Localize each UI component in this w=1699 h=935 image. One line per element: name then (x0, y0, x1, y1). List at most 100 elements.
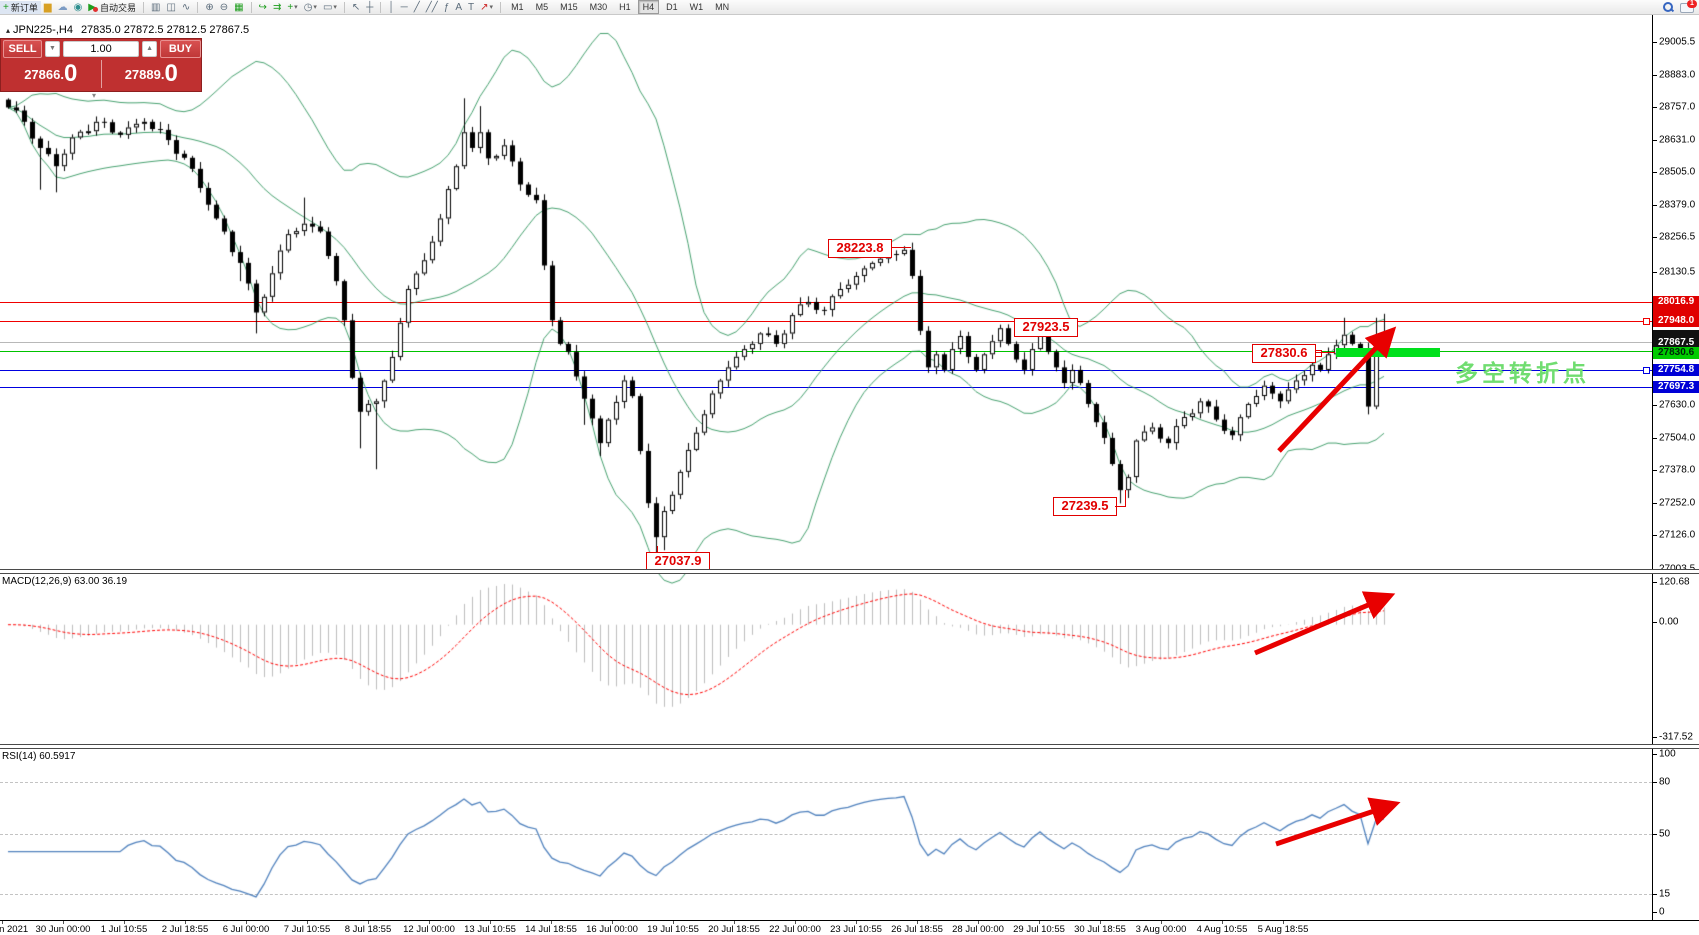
rsi-tick-mark (1653, 834, 1657, 835)
toolbar-separator (197, 1, 199, 13)
time-tick-label: 26 Jul 18:55 (891, 924, 943, 935)
signals-button[interactable]: ◉ (71, 1, 86, 14)
time-tick-mark (246, 921, 247, 924)
buy-price[interactable]: 27889.0 (124, 60, 178, 87)
vertical-line-button[interactable]: │ (385, 1, 397, 14)
periods-button[interactable]: ◷ ▾ (301, 1, 320, 14)
clock-icon: ◷ (303, 1, 313, 13)
horizontal-line-button[interactable]: ─ (398, 1, 411, 14)
time-tick-mark (1222, 921, 1223, 924)
chart-shift-button[interactable]: ⇉ (270, 1, 284, 14)
time-tick-mark (2, 921, 3, 924)
market-watch-button[interactable]: ▆ (41, 1, 55, 14)
new-order-button[interactable]: + 新订单 (0, 0, 41, 14)
main-toolbar: + 新订单 ▆ ☁ ◉ ▶ 自动交易 ▥ ◫ ∿ ⊕ ⊖ ▦ ↪ ⇉ + ▾ ◷ ▾ ▭ ▾ ↖ ┼ │ ─ ╱ ╱╱ ƒ A T ↗ ▾ M… (0, 0, 1699, 15)
buy-button[interactable]: BUY (159, 40, 202, 58)
notifications-icon[interactable]: 1 (1680, 0, 1697, 13)
sell-button[interactable]: SELL (3, 40, 43, 58)
price-tick-mark (1653, 405, 1657, 406)
price-tick-mark (1653, 535, 1657, 536)
channel-button[interactable]: ╱╱ (423, 1, 441, 14)
search-icon[interactable] (1662, 1, 1675, 13)
symbol-period: JPN225-,H4 (13, 24, 73, 36)
timeframe-button-m5[interactable]: M5 (535, 2, 549, 12)
macd-tick-label: 0.00 (1659, 616, 1679, 628)
text-button[interactable]: A (452, 1, 465, 14)
timeframe-button-m15[interactable]: M15 (560, 2, 578, 12)
fibonacci-button[interactable]: ƒ (441, 1, 453, 14)
crosshair-button[interactable]: ┼ (363, 1, 376, 14)
timeframe-button-m30[interactable]: M30 (589, 2, 608, 12)
price-chart-canvas[interactable] (0, 14, 1652, 920)
time-tick-mark (490, 921, 491, 924)
timeframe-button-m1[interactable]: M1 (511, 2, 524, 12)
price-tick-label: 28883.0 (1659, 69, 1696, 81)
swing-high-label[interactable]: 28223.8 (828, 239, 892, 258)
time-tick-label: 23 Jul 10:55 (830, 924, 882, 935)
volume-decrease-button[interactable]: ▼ (45, 41, 60, 57)
swing-low-label-1[interactable]: 27037.9 (646, 552, 710, 571)
auto-scroll-button[interactable]: ↪ (256, 1, 270, 14)
chevron-down-icon: ▾ (294, 4, 298, 11)
pivot-price-label[interactable]: 27830.6 (1252, 344, 1316, 363)
time-tick-mark (856, 921, 857, 924)
autotrading-status-dot (93, 7, 98, 12)
arrows-button[interactable]: ↗ ▾ (477, 1, 496, 14)
navigator-button[interactable]: ☁ (55, 1, 71, 14)
price-tick-mark (1653, 438, 1657, 439)
price-tick-label: 27126.0 (1659, 529, 1696, 541)
price-tick-mark (1653, 470, 1657, 471)
panel-separator-rsi[interactable] (0, 744, 1699, 749)
swing-low-label-2[interactable]: 27239.5 (1053, 497, 1117, 516)
time-tick-mark (551, 921, 552, 924)
play-icon: ▶ (88, 1, 96, 13)
time-axis[interactable]: 28 Jun 2021 30 Jun 00:00 1 Jul 10:55 2 Jul … (0, 920, 1699, 935)
A-icon: A (455, 1, 463, 13)
volume-input[interactable]: 1.00 (62, 41, 140, 57)
candlestick-chart-button[interactable]: ◫ (163, 1, 178, 14)
panel-collapse-arrow[interactable]: ▾ (92, 91, 97, 100)
line-chart-button[interactable]: ∿ (179, 1, 193, 14)
price-tick-mark (1653, 205, 1657, 206)
timeframe-button-w1[interactable]: W1 (689, 2, 704, 12)
sell-price[interactable]: 27866.0 (24, 60, 78, 87)
price-axis[interactable]: 29005.5 28883.0 28757.0 28631.0 28505.0 28379… (1652, 14, 1699, 920)
rsi-tick-mark (1653, 912, 1657, 913)
toolbar-separator (143, 1, 145, 13)
timeframe-button-h1[interactable]: H1 (619, 2, 631, 12)
cloud-icon: ☁ (57, 1, 68, 13)
time-tick-label: 12 Jul 00:00 (403, 924, 455, 935)
notification-badge: 1 (1687, 0, 1697, 8)
resistance-badge-1: 28016.9 (1653, 296, 1699, 308)
pivot-highlight-bar[interactable] (1336, 348, 1440, 357)
toolbar-buttons: + 新订单 ▆ ☁ ◉ ▶ 自动交易 ▥ ◫ ∿ ⊕ ⊖ ▦ ↪ ⇉ + ▾ ◷ ▾ ▭ ▾ ↖ ┼ │ ─ ╱ ╱╱ ƒ A T ↗ ▾ (0, 0, 505, 14)
hline-icon: ─ (400, 1, 408, 13)
panel-separator-macd[interactable] (0, 569, 1699, 574)
tile-windows-button[interactable]: ▦ (231, 1, 246, 14)
zoom-in-button[interactable]: ⊕ (202, 1, 216, 14)
rsi-label: RSI(14) 60.5917 (2, 751, 76, 762)
toolbar-right: 1 (1662, 0, 1697, 14)
timeframe-button-d1[interactable]: D1 (666, 2, 678, 12)
minor-high-label[interactable]: 27923.5 (1014, 318, 1078, 337)
volume-increase-button[interactable]: ▲ (142, 41, 157, 57)
time-tick-label: 28 Jun 2021 (0, 924, 29, 935)
rsi-tick-label: 100 (1659, 748, 1676, 760)
support-badge-1: 27754.8 (1653, 364, 1699, 376)
vline-icon: │ (388, 1, 395, 13)
chinese-annotation[interactable]: 多空转折点 (1455, 360, 1590, 386)
bar-chart-button[interactable]: ▥ (148, 1, 163, 14)
timeframe-button-mn[interactable]: MN (715, 2, 730, 12)
cursor-icon: ↖ (351, 1, 361, 13)
price-tick-mark (1653, 42, 1657, 43)
indicators-button[interactable]: + ▾ (284, 1, 300, 14)
chevron-down-icon: ▾ (333, 4, 337, 11)
timeframe-button-h4[interactable]: H4 (637, 0, 660, 14)
templates-button[interactable]: ▭ ▾ (320, 1, 340, 14)
text-label-button[interactable]: T (465, 1, 477, 14)
cursor-button[interactable]: ↖ (349, 1, 363, 14)
zoom-out-button[interactable]: ⊖ (217, 1, 231, 14)
autotrading-button[interactable]: ▶ 自动交易 (85, 1, 139, 14)
trendline-button[interactable]: ╱ (411, 1, 423, 14)
